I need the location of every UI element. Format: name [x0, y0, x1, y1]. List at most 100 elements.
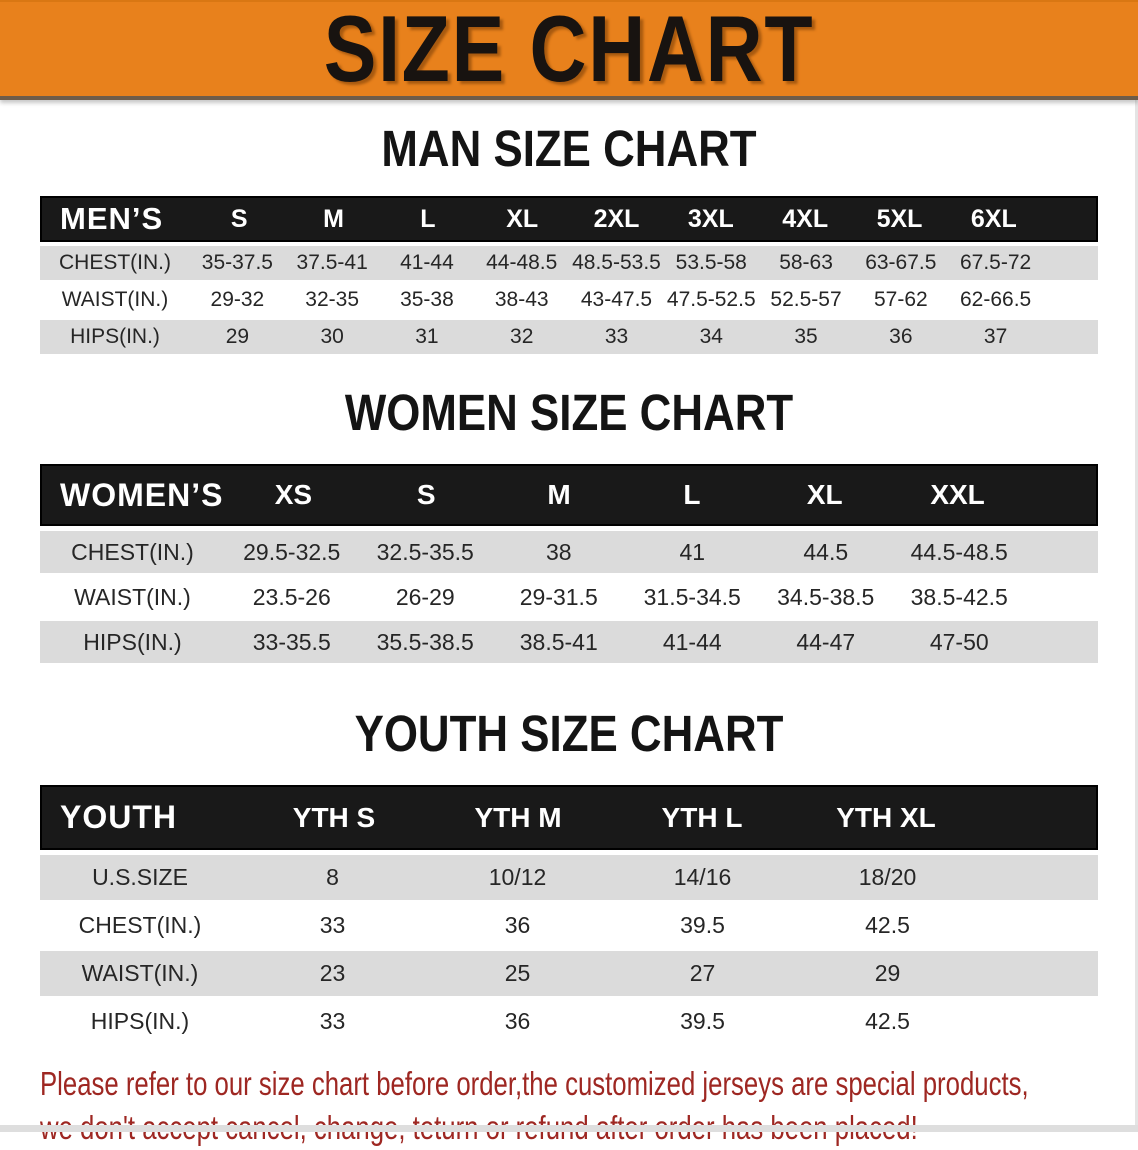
- youth-column-header-yth-s: YTH S: [292, 801, 376, 833]
- youth-row-chest-in.: CHEST(IN.) 33 36 39.5 42.5: [40, 903, 1098, 948]
- youth-row-u.s.size: U.S.SIZE 8 10/12 14/16 18/20: [40, 855, 1098, 900]
- womens-row-label-chest-in.: CHEST(IN.): [71, 538, 194, 565]
- mens-cell-hips-in.: 29: [225, 325, 250, 348]
- youth-section-heading: YOUTH SIZE CHART: [354, 705, 784, 762]
- womens-row-chest-in.: CHEST(IN.) 29.5-32.5 32.5-35.5 38 41 44.5 44.5…: [40, 531, 1098, 573]
- womens-cell-waist-in.: 29-31.5: [519, 583, 598, 610]
- youth-cell-hips-in.: 33: [319, 1008, 346, 1034]
- mens-row-waist-in.: WAIST(IN.) 29-32 32-35 35-38 38-43 43-47.5 47.…: [40, 283, 1098, 317]
- mens-cell-waist-in.: 57-62: [873, 288, 928, 311]
- banner: SIZE CHART: [0, 0, 1138, 100]
- mens-cell-chest-in.: 37.5-41: [296, 251, 368, 274]
- youth-cell-hips-in.: 42.5: [865, 1008, 910, 1034]
- mens-cell-hips-in.: 37: [983, 325, 1008, 348]
- youth-row-label-u.s.size: U.S.SIZE: [92, 864, 188, 890]
- womens-cell-waist-in.: 34.5-38.5: [777, 583, 875, 610]
- womens-cell-chest-in.: 44.5: [803, 538, 849, 565]
- mens-row-hips-in.: HIPS(IN.) 29 30 31 32 33 34 35 36 37: [40, 320, 1098, 354]
- mens-cell-hips-in.: 32: [510, 325, 534, 348]
- mens-cell-waist-in.: 52.5-57: [770, 288, 842, 311]
- youth-cell-waist-in.: 27: [689, 960, 716, 986]
- youth-cell-u.s.size: 8: [326, 864, 339, 890]
- mens-cell-hips-in.: 34: [699, 325, 723, 348]
- footer-note: Please refer to our size chart before or…: [40, 1062, 1138, 1150]
- women-section-heading: WOMEN SIZE CHART: [344, 384, 794, 441]
- mens-cell-chest-in.: 67.5-72: [959, 251, 1032, 274]
- womens-cell-chest-in.: 44.5-48.5: [910, 538, 1008, 565]
- youth-row-waist-in.: WAIST(IN.) 23 25 27 29: [40, 951, 1098, 996]
- youth-cell-u.s.size: 18/20: [858, 864, 917, 890]
- bottom-edge-strip: [0, 1125, 1138, 1132]
- youth-column-header-yth-xl: YTH XL: [836, 801, 936, 833]
- womens-cell-waist-in.: 23.5-26: [252, 583, 331, 610]
- youth-header-row: YOUTH YTH S YTH M YTH L YTH XL: [40, 785, 1098, 850]
- section-youth: YOUTH SIZE CHART YOUTH YTH S YTH M YTH L YTH…: [0, 705, 1138, 1044]
- mens-column-header-xl: XL: [506, 204, 539, 233]
- mens-column-header-5xl: 5XL: [876, 204, 923, 233]
- mens-column-header-s: S: [230, 204, 248, 233]
- womens-cell-waist-in.: 38.5-42.5: [910, 583, 1008, 610]
- youth-row-label-hips-in.: HIPS(IN.): [90, 1008, 190, 1034]
- womens-row-label-waist-in.: WAIST(IN.): [74, 583, 191, 610]
- womens-column-header-l: L: [683, 479, 701, 510]
- youth-cell-waist-in.: 23: [319, 960, 346, 986]
- youth-cell-chest-in.: 42.5: [865, 912, 910, 938]
- youth-cell-chest-in.: 36: [504, 912, 531, 938]
- mens-column-header-m: M: [323, 204, 344, 233]
- womens-cell-hips-in.: 44-47: [796, 628, 856, 655]
- womens-cell-chest-in.: 32.5-35.5: [376, 538, 474, 565]
- womens-cell-hips-in.: 35.5-38.5: [376, 628, 474, 655]
- mens-cell-waist-in.: 38-43: [494, 288, 549, 311]
- mens-column-header-4xl: 4XL: [782, 204, 829, 233]
- mens-row-label-chest-in.: CHEST(IN.): [59, 251, 171, 274]
- womens-table-label: WOMEN’S: [60, 476, 224, 513]
- youth-cell-u.s.size: 10/12: [488, 864, 547, 890]
- mens-cell-chest-in.: 41-44: [400, 251, 454, 274]
- mens-cell-hips-in.: 35: [794, 325, 818, 348]
- womens-cell-chest-in.: 38: [545, 538, 572, 565]
- youth-cell-hips-in.: 39.5: [680, 1008, 725, 1034]
- womens-size-table: WOMEN’S XS S M L XL XXL CHEST(IN.) 29.5-32.5 32.5…: [40, 464, 1098, 663]
- womens-cell-hips-in.: 38.5-41: [519, 628, 598, 655]
- mens-row-chest-in.: CHEST(IN.) 35-37.5 37.5-41 41-44 44-48.5 48.5…: [40, 246, 1098, 280]
- youth-row-label-waist-in.: WAIST(IN.): [81, 960, 199, 986]
- section-women: WOMEN SIZE CHART WOMEN’S XS S M L XL XXL CHEST(…: [0, 384, 1138, 663]
- womens-cell-waist-in.: 26-29: [395, 583, 455, 610]
- mens-column-header-6xl: 6XL: [970, 204, 1017, 233]
- youth-column-header-yth-m: YTH M: [474, 801, 562, 833]
- mens-cell-waist-in.: 62-66.5: [959, 288, 1032, 311]
- womens-cell-hips-in.: 47-50: [929, 628, 989, 655]
- mens-cell-chest-in.: 35-37.5: [201, 251, 273, 274]
- womens-column-header-xl: XL: [806, 479, 843, 510]
- mens-size-table: MEN’S S M L XL 2XL 3XL 4XL 5XL 6XL CHEST(IN.) 35-37…: [40, 196, 1098, 354]
- youth-row-label-chest-in.: CHEST(IN.): [78, 912, 202, 938]
- mens-cell-hips-in.: 31: [415, 325, 439, 348]
- womens-row-waist-in.: WAIST(IN.) 23.5-26 26-29 29-31.5 31.5-34.5 34…: [40, 576, 1098, 618]
- youth-cell-waist-in.: 25: [504, 960, 531, 986]
- mens-column-header-3xl: 3XL: [687, 204, 734, 233]
- womens-header-row: WOMEN’S XS S M L XL XXL: [40, 464, 1098, 526]
- womens-cell-chest-in.: 29.5-32.5: [243, 538, 341, 565]
- youth-cell-waist-in.: 29: [874, 960, 901, 986]
- youth-cell-hips-in.: 36: [504, 1008, 531, 1034]
- womens-column-header-s: S: [416, 479, 436, 510]
- womens-row-label-hips-in.: HIPS(IN.): [83, 628, 182, 655]
- mens-cell-chest-in.: 44-48.5: [486, 251, 558, 274]
- womens-cell-chest-in.: 41: [679, 538, 706, 565]
- youth-column-header-yth-l: YTH L: [661, 801, 743, 833]
- womens-column-header-m: M: [547, 479, 571, 510]
- section-men: MAN SIZE CHART MEN’S S M L XL 2XL 3XL 4XL 5XL 6XL…: [0, 123, 1138, 354]
- mens-cell-chest-in.: 48.5-53.5: [572, 251, 661, 274]
- mens-column-header-2xl: 2XL: [593, 204, 640, 233]
- mens-cell-hips-in.: 33: [604, 325, 629, 348]
- mens-cell-chest-in.: 63-67.5: [865, 251, 937, 274]
- youth-row-hips-in.: HIPS(IN.) 33 36 39.5 42.5: [40, 999, 1098, 1044]
- womens-cell-waist-in.: 31.5-34.5: [643, 583, 741, 610]
- mens-row-label-hips-in.: HIPS(IN.): [70, 325, 160, 348]
- womens-row-hips-in.: HIPS(IN.) 33-35.5 35.5-38.5 38.5-41 41-44 44-…: [40, 621, 1098, 663]
- womens-column-header-xxl: XXL: [930, 479, 985, 510]
- mens-cell-waist-in.: 29-32: [210, 288, 265, 311]
- mens-cell-chest-in.: 58-63: [779, 251, 833, 274]
- youth-table-label: YOUTH: [60, 799, 177, 835]
